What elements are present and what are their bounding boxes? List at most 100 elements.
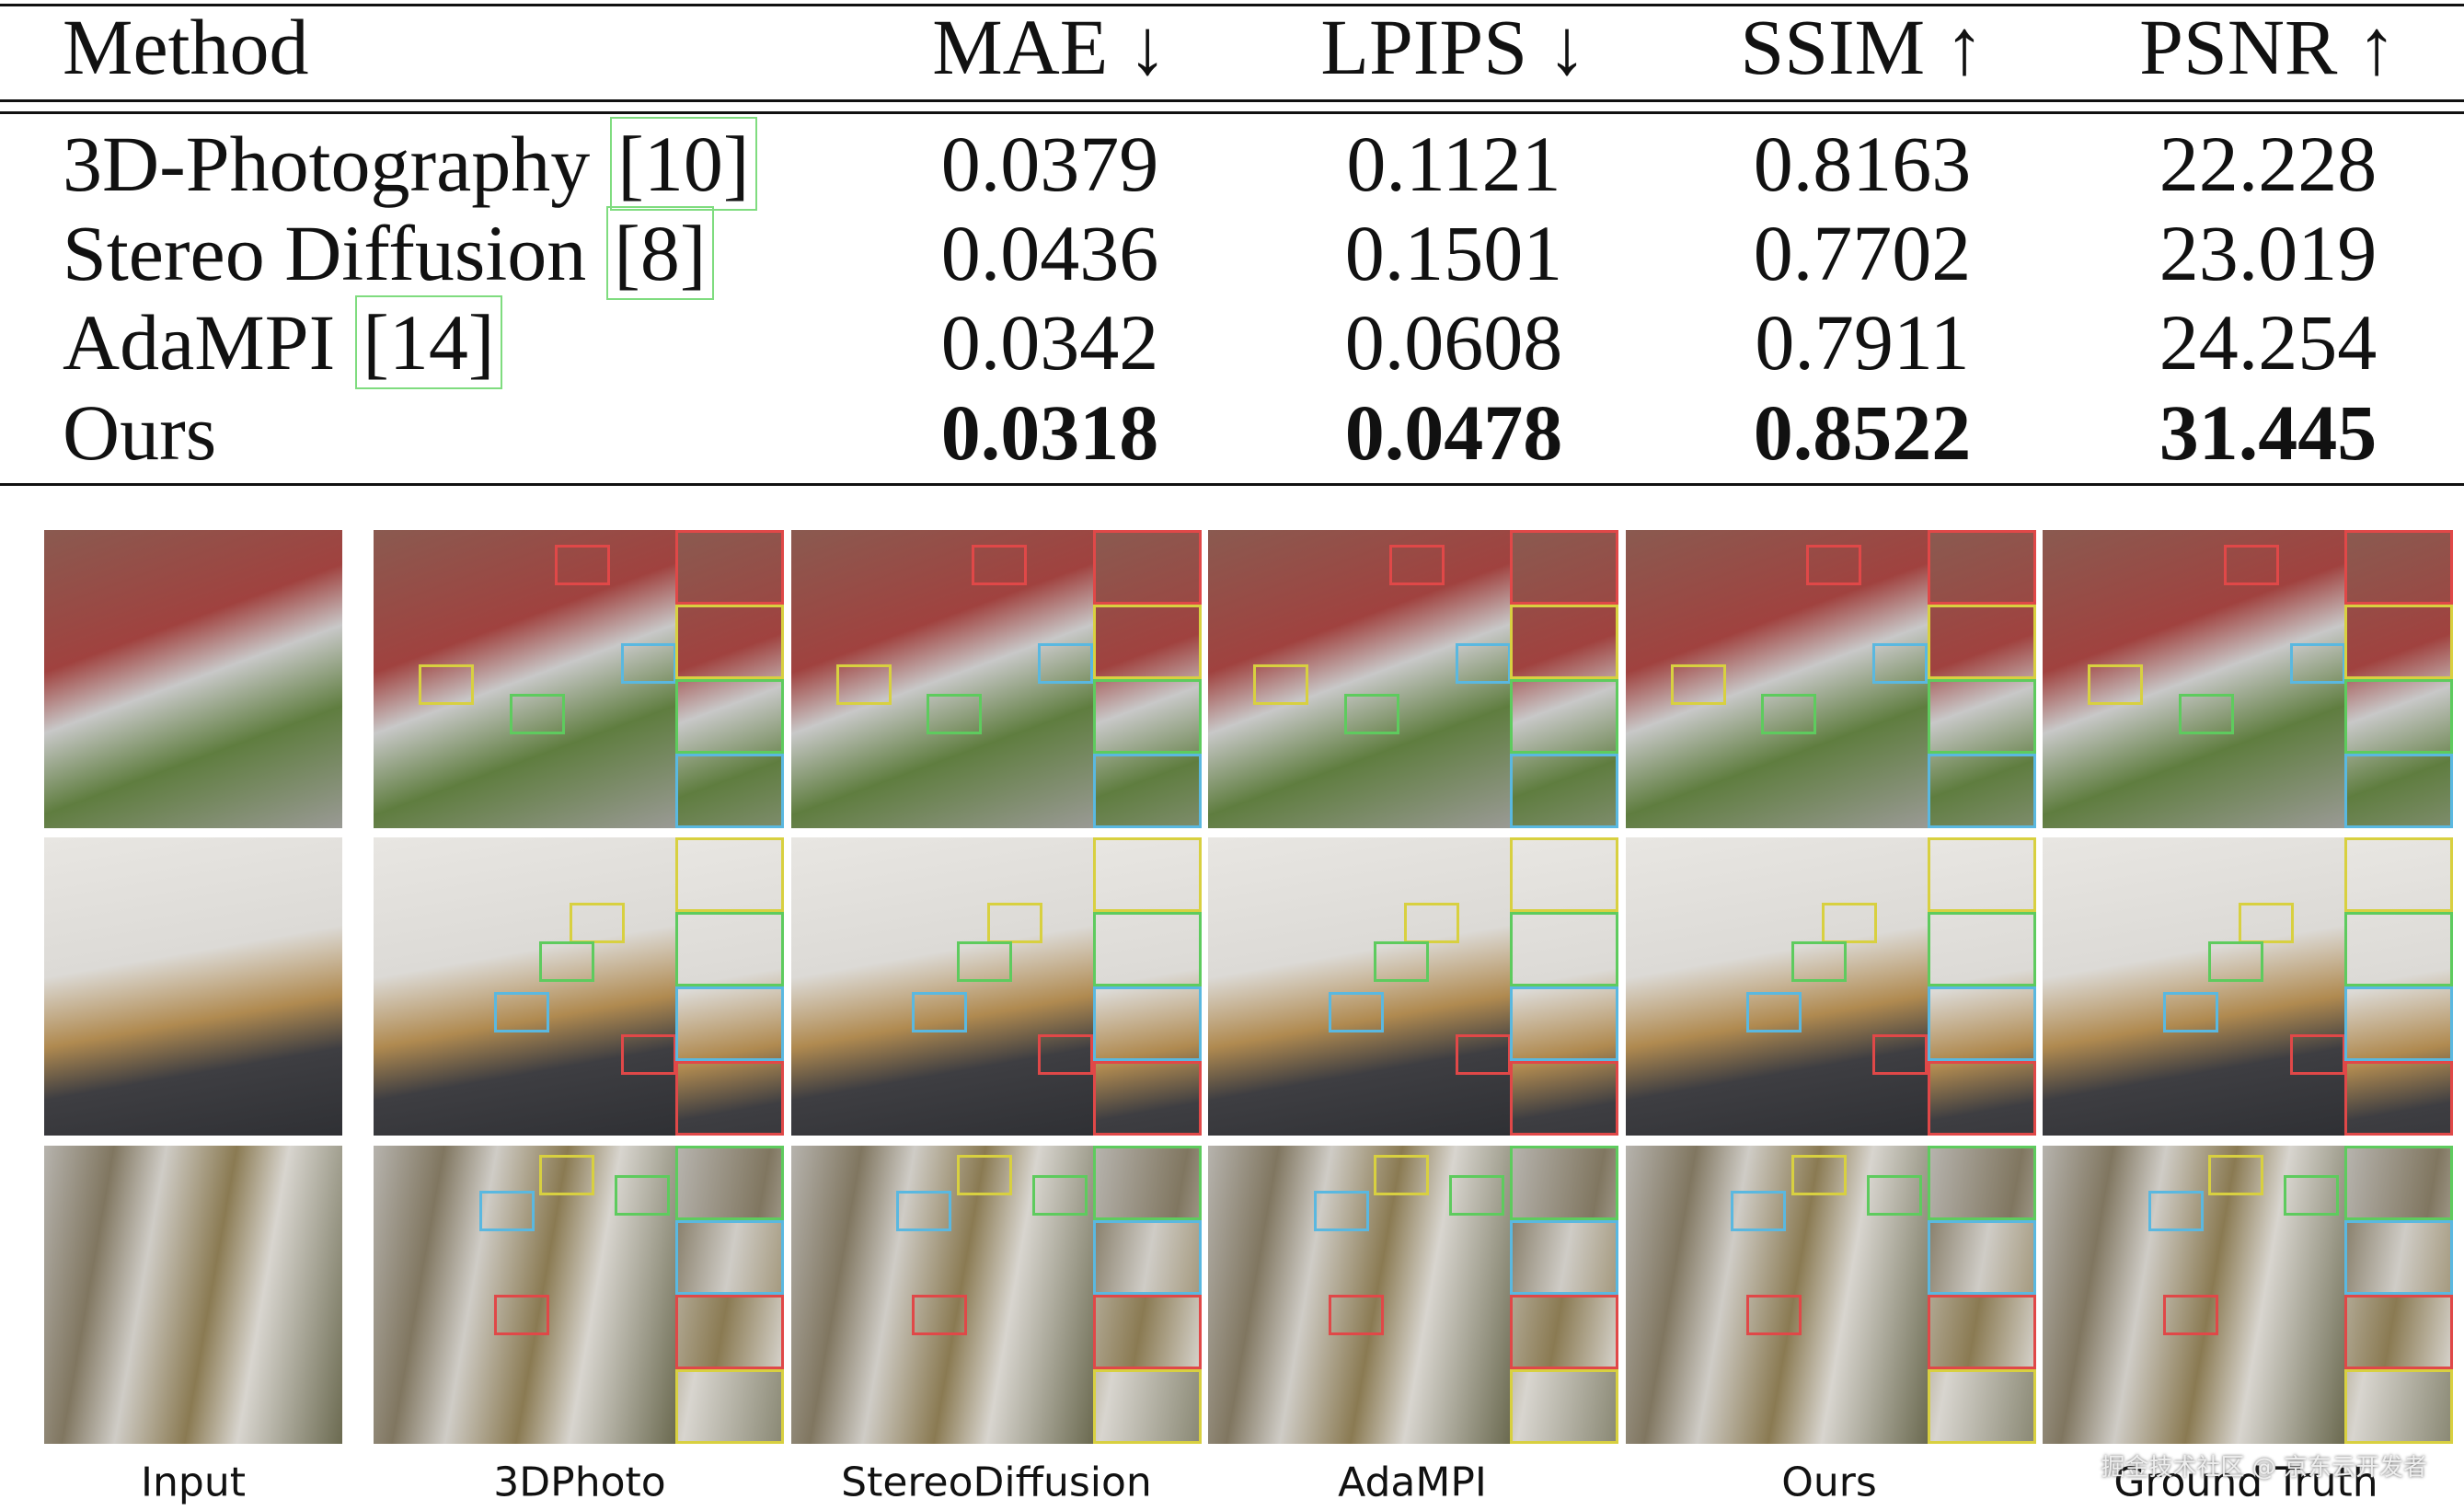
caption: Ground Truth — [2113, 1459, 2378, 1506]
zoom-crop — [675, 986, 784, 1061]
watermark: 掘金技术社区 @ 京东云开发者 — [2101, 1454, 2427, 1482]
metric-cell: 0.8522 — [1753, 388, 1972, 477]
zoom-box — [1872, 643, 1928, 685]
zoom-box — [2208, 1154, 2264, 1195]
column-header: PSNR ↑ — [2139, 3, 2397, 91]
zoom-box — [2239, 903, 2295, 944]
zoom-crop — [1092, 837, 1202, 912]
result-image — [2043, 530, 2344, 828]
zoom-box — [478, 1190, 535, 1231]
zoom-box — [1790, 1154, 1847, 1195]
result-image — [1208, 837, 1510, 1136]
zoom-box — [2163, 992, 2219, 1033]
column-header: Method — [63, 3, 309, 91]
zoom-box — [2147, 1190, 2204, 1231]
zoom-box — [2178, 694, 2234, 735]
result-image — [790, 837, 1093, 1136]
zoom-box — [1745, 992, 1802, 1033]
zoom-crop — [1092, 605, 1202, 679]
zoom-crop — [675, 912, 784, 986]
zoom-box — [1449, 1175, 1505, 1217]
column-header: MAE ↓ — [932, 3, 1168, 91]
zoom-crop — [675, 679, 784, 754]
zoom-box — [1031, 1175, 1088, 1217]
result-image — [1208, 530, 1510, 828]
input-image — [44, 530, 342, 828]
zoom-crop — [1510, 837, 1618, 912]
zoom-crop — [1510, 605, 1618, 679]
zoom-box — [620, 1033, 675, 1075]
table-rule — [0, 4, 2464, 6]
zoom-crop — [2344, 1369, 2453, 1444]
column-header: LPIPS ↓ — [1320, 3, 1587, 91]
zoom-crop — [2344, 679, 2453, 754]
zoom-box — [956, 941, 1012, 983]
zoom-crop — [1092, 1295, 1202, 1369]
result-image — [374, 1146, 675, 1444]
zoom-crop — [1092, 754, 1202, 828]
zoom-crop — [2344, 912, 2453, 986]
zoom-crop — [675, 1369, 784, 1444]
zoom-crop — [1927, 912, 2036, 986]
zoom-crop — [2344, 754, 2453, 828]
zoom-crop — [1927, 679, 2036, 754]
caption: AdaMPI — [1338, 1459, 1487, 1506]
result-image — [1625, 530, 1928, 828]
zoom-box — [1343, 694, 1399, 735]
zoom-crop — [1092, 530, 1202, 605]
metric-cell: 23.019 — [2159, 209, 2378, 297]
zoom-box — [1329, 992, 1385, 1033]
zoom-crop — [675, 1220, 784, 1295]
zoom-box — [956, 1154, 1012, 1195]
metric-cell: 0.0436 — [940, 209, 1159, 297]
method-cell: Stereo Diffusion [8] — [63, 206, 714, 300]
result-image — [1208, 1146, 1510, 1444]
zoom-box — [539, 1154, 595, 1195]
result-image — [2043, 1146, 2344, 1444]
metric-cell: 0.1121 — [1346, 120, 1561, 208]
zoom-box — [1038, 1033, 1093, 1075]
zoom-box — [2208, 941, 2264, 983]
zoom-crop — [1510, 1220, 1618, 1295]
zoom-crop — [675, 754, 784, 828]
caption: StereoDiffusion — [841, 1459, 1152, 1506]
zoom-box — [1253, 663, 1309, 705]
zoom-crop — [1927, 530, 2036, 605]
zoom-box — [1872, 1033, 1928, 1075]
zoom-crop — [1510, 986, 1618, 1061]
metric-cell: 0.0379 — [940, 120, 1159, 208]
result-image — [2043, 837, 2344, 1136]
result-image — [1625, 837, 1928, 1136]
result-image — [790, 530, 1093, 828]
method-cell: AdaMPI [14] — [63, 295, 502, 389]
metric-cell: 0.7911 — [1755, 298, 1970, 386]
zoom-box — [620, 643, 675, 685]
zoom-crop — [675, 1146, 784, 1220]
method-cell: Ours — [63, 393, 216, 472]
input-image — [44, 1146, 342, 1444]
citation: [14] — [355, 295, 502, 389]
column-header: SSIM ↑ — [1740, 3, 1985, 91]
zoom-crop — [1927, 1220, 2036, 1295]
metric-cell: 0.8163 — [1753, 120, 1972, 208]
table-rule — [0, 483, 2464, 486]
zoom-box — [1821, 903, 1877, 944]
zoom-box — [1790, 941, 1847, 983]
metric-cell: 0.0342 — [940, 298, 1159, 386]
metric-cell: 0.0318 — [940, 388, 1159, 477]
zoom-box — [1388, 545, 1445, 586]
zoom-box — [1455, 643, 1510, 685]
caption: 3DPhoto — [493, 1459, 666, 1506]
zoom-crop — [675, 837, 784, 912]
zoom-crop — [1927, 1295, 2036, 1369]
metric-cell: 0.0478 — [1344, 388, 1563, 477]
zoom-crop — [2344, 1061, 2453, 1136]
zoom-crop — [1510, 679, 1618, 754]
zoom-crop — [2344, 837, 2453, 912]
zoom-crop — [1092, 1220, 1202, 1295]
zoom-crop — [1510, 754, 1618, 828]
zoom-crop — [1927, 1369, 2036, 1444]
zoom-crop — [1510, 530, 1618, 605]
zoom-crop — [1510, 912, 1618, 986]
